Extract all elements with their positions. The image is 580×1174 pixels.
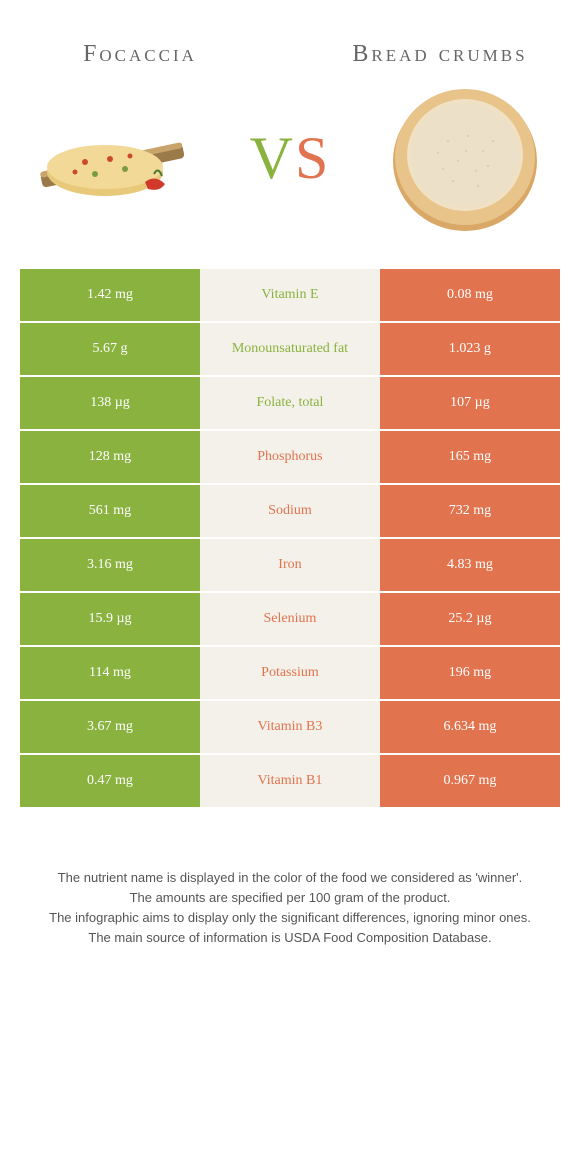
breadcrumbs-image (380, 89, 550, 229)
left-value: 3.16 mg (20, 539, 200, 591)
right-value: 107 µg (380, 377, 560, 429)
table-row: 114 mgPotassium196 mg (20, 647, 560, 701)
nutrient-name: Potassium (200, 647, 380, 699)
right-value: 4.83 mg (380, 539, 560, 591)
nutrient-name: Selenium (200, 593, 380, 645)
footer-line: The amounts are specified per 100 gram o… (40, 889, 540, 907)
footer-line: The infographic aims to display only the… (40, 909, 540, 927)
nutrient-name: Folate, total (200, 377, 380, 429)
left-value: 3.67 mg (20, 701, 200, 753)
right-value: 0.08 mg (380, 269, 560, 321)
nutrient-name: Iron (200, 539, 380, 591)
table-row: 15.9 µgSelenium25.2 µg (20, 593, 560, 647)
table-row: 3.67 mgVitamin B36.634 mg (20, 701, 560, 755)
left-value: 128 mg (20, 431, 200, 483)
nutrient-name: Vitamin B3 (200, 701, 380, 753)
table-row: 1.42 mgVitamin E0.08 mg (20, 269, 560, 323)
vs-v: V (250, 125, 295, 191)
images-row: VS (0, 79, 580, 249)
footer-notes: The nutrient name is displayed in the co… (0, 809, 580, 948)
left-value: 0.47 mg (20, 755, 200, 807)
table-row: 3.16 mgIron4.83 mg (20, 539, 560, 593)
right-value: 196 mg (380, 647, 560, 699)
right-value: 6.634 mg (380, 701, 560, 753)
nutrient-name: Phosphorus (200, 431, 380, 483)
table-row: 5.67 gMonounsaturated fat1.023 g (20, 323, 560, 377)
table-row: 128 mgPhosphorus165 mg (20, 431, 560, 485)
left-value: 5.67 g (20, 323, 200, 375)
right-value: 165 mg (380, 431, 560, 483)
left-value: 15.9 µg (20, 593, 200, 645)
right-value: 732 mg (380, 485, 560, 537)
right-value: 1.023 g (380, 323, 560, 375)
table-row: 561 mgSodium732 mg (20, 485, 560, 539)
right-food-title: Bread crumbs (340, 40, 540, 69)
focaccia-image (30, 89, 200, 229)
left-value: 1.42 mg (20, 269, 200, 321)
footer-line: The nutrient name is displayed in the co… (40, 869, 540, 887)
vs-label: VS (250, 124, 331, 193)
left-value: 114 mg (20, 647, 200, 699)
nutrient-name: Sodium (200, 485, 380, 537)
nutrient-name: Vitamin B1 (200, 755, 380, 807)
right-value: 25.2 µg (380, 593, 560, 645)
vs-s: S (295, 125, 330, 191)
left-value: 561 mg (20, 485, 200, 537)
header: Focaccia Bread crumbs (0, 0, 580, 79)
table-row: 0.47 mgVitamin B10.967 mg (20, 755, 560, 809)
nutrient-name: Monounsaturated fat (200, 323, 380, 375)
right-value: 0.967 mg (380, 755, 560, 807)
left-value: 138 µg (20, 377, 200, 429)
table-row: 138 µgFolate, total107 µg (20, 377, 560, 431)
footer-line: The main source of information is USDA F… (40, 929, 540, 947)
nutrient-name: Vitamin E (200, 269, 380, 321)
left-food-title: Focaccia (40, 40, 240, 69)
nutrient-table: 1.42 mgVitamin E0.08 mg5.67 gMonounsatur… (20, 269, 560, 809)
